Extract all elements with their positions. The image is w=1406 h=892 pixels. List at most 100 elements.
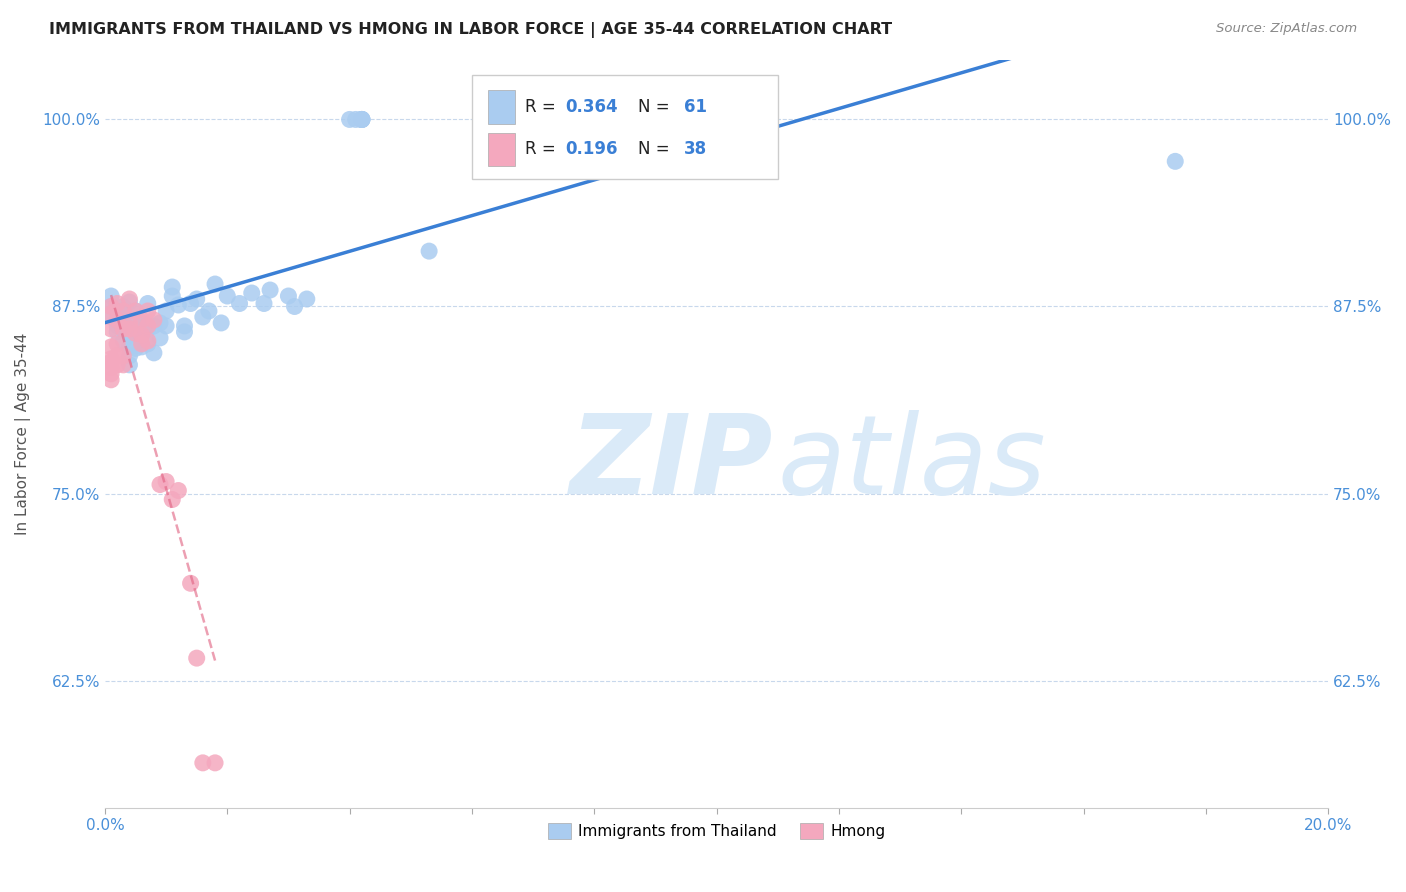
Point	[1164, 154, 1187, 169]
Point	[118, 327, 141, 342]
Point	[284, 300, 307, 314]
Point	[173, 318, 195, 333]
Point	[124, 316, 146, 330]
Point	[118, 295, 141, 310]
Point	[100, 367, 122, 381]
Point	[100, 373, 122, 387]
Point	[112, 311, 135, 326]
Text: Source: ZipAtlas.com: Source: ZipAtlas.com	[1216, 22, 1357, 36]
Point	[350, 112, 373, 127]
Point	[105, 296, 128, 310]
Point	[350, 112, 373, 127]
Point	[350, 112, 373, 127]
Point	[155, 304, 177, 318]
Text: atlas: atlas	[778, 410, 1046, 517]
Point	[180, 296, 202, 310]
Point	[131, 340, 153, 354]
Point	[112, 304, 135, 318]
Point	[105, 337, 128, 351]
Point	[228, 296, 250, 310]
Point	[105, 325, 128, 339]
Point	[100, 351, 122, 366]
Point	[112, 349, 135, 363]
Point	[112, 358, 135, 372]
Point	[167, 298, 190, 312]
Point	[350, 112, 373, 127]
Text: R =: R =	[524, 98, 561, 116]
Point	[136, 296, 159, 310]
FancyBboxPatch shape	[472, 75, 778, 179]
Point	[136, 337, 159, 351]
Point	[204, 756, 226, 770]
Point	[100, 340, 122, 354]
Text: ZIP: ZIP	[569, 410, 773, 517]
Text: R =: R =	[524, 140, 561, 159]
Point	[100, 360, 122, 375]
Point	[142, 313, 165, 327]
Point	[124, 304, 146, 318]
Point	[112, 334, 135, 348]
Point	[162, 280, 184, 294]
Point	[118, 322, 141, 336]
Point	[136, 322, 159, 336]
Point	[186, 651, 208, 665]
Point	[100, 310, 122, 324]
Point	[131, 322, 153, 336]
Point	[100, 289, 122, 303]
Text: 0.364: 0.364	[565, 98, 617, 116]
Point	[112, 322, 135, 336]
Point	[112, 322, 135, 336]
Point	[186, 292, 208, 306]
Point	[167, 483, 190, 498]
Point	[112, 307, 135, 321]
Point	[131, 313, 153, 327]
Text: 0.196: 0.196	[565, 140, 617, 159]
Y-axis label: In Labor Force | Age 35-44: In Labor Force | Age 35-44	[15, 333, 31, 535]
Text: IMMIGRANTS FROM THAILAND VS HMONG IN LABOR FORCE | AGE 35-44 CORRELATION CHART: IMMIGRANTS FROM THAILAND VS HMONG IN LAB…	[49, 22, 893, 38]
Point	[155, 475, 177, 489]
Point	[118, 340, 141, 354]
Point	[100, 300, 122, 314]
Point	[124, 342, 146, 356]
Point	[118, 358, 141, 372]
Point	[253, 296, 276, 310]
Point	[105, 304, 128, 318]
Point	[191, 756, 214, 770]
Point	[295, 292, 318, 306]
Point	[162, 289, 184, 303]
Point	[105, 358, 128, 372]
Point	[149, 316, 172, 330]
Point	[204, 277, 226, 291]
Point	[198, 304, 221, 318]
Point	[136, 304, 159, 318]
Point	[277, 289, 299, 303]
Point	[240, 286, 263, 301]
Point	[259, 283, 281, 297]
Point	[162, 492, 184, 507]
Point	[105, 313, 128, 327]
Point	[350, 112, 373, 127]
Point	[124, 325, 146, 339]
Point	[131, 327, 153, 342]
Point	[124, 326, 146, 341]
Point	[136, 334, 159, 348]
Text: N =: N =	[638, 98, 675, 116]
Point	[118, 349, 141, 363]
Point	[142, 318, 165, 333]
Point	[209, 316, 232, 330]
Point	[105, 349, 128, 363]
Point	[173, 325, 195, 339]
Legend: Immigrants from Thailand, Hmong: Immigrants from Thailand, Hmong	[541, 817, 891, 845]
Point	[105, 314, 128, 328]
Point	[124, 304, 146, 318]
Text: 38: 38	[683, 140, 707, 159]
Bar	[488, 90, 515, 124]
Point	[100, 355, 122, 369]
Text: N =: N =	[638, 140, 675, 159]
Point	[344, 112, 367, 127]
Point	[100, 307, 122, 321]
Point	[149, 331, 172, 345]
Point	[155, 318, 177, 333]
Point	[131, 316, 153, 330]
Point	[142, 346, 165, 360]
